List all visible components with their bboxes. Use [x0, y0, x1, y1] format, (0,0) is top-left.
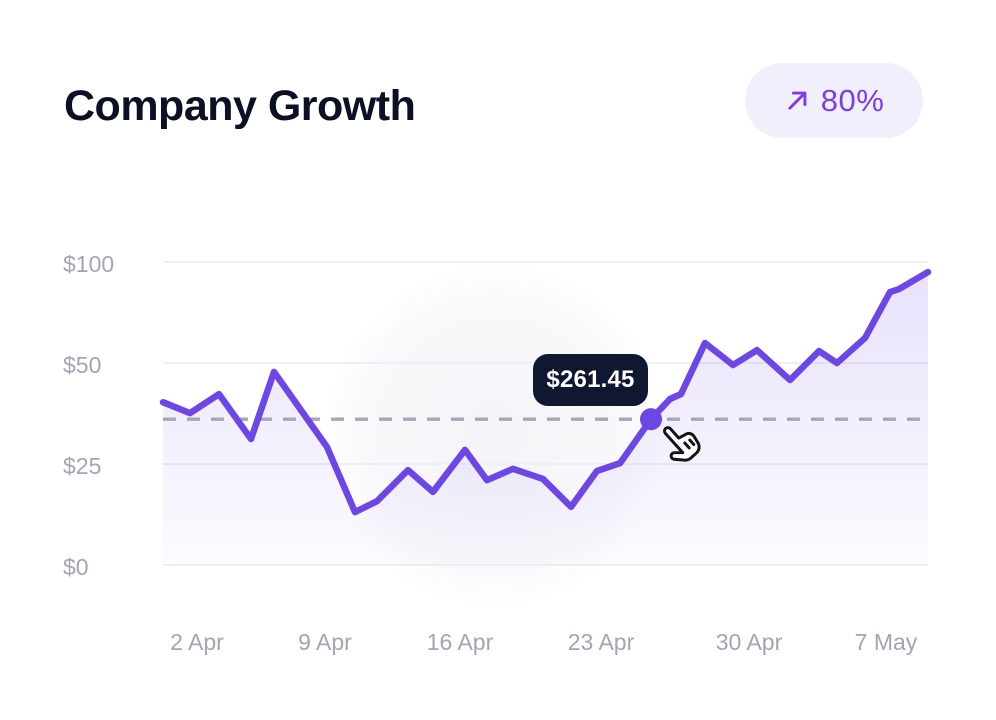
y-axis-label: $25: [63, 453, 102, 479]
x-axis-label: 23 Apr: [567, 629, 635, 655]
area-fill: [163, 272, 928, 565]
growth-badge: 80%: [745, 63, 923, 138]
growth-badge-value: 80%: [820, 82, 885, 118]
page-title: Company Growth: [64, 82, 416, 130]
line-chart-plot[interactable]: [159, 242, 932, 590]
x-axis-label: 2 Apr: [170, 629, 224, 655]
x-axis-label: 9 Apr: [298, 629, 352, 655]
y-axis-label: $100: [63, 251, 115, 277]
x-axis-label: 30 Apr: [715, 629, 783, 655]
x-axis-label: 16 Apr: [426, 629, 494, 655]
y-axis-label: $0: [63, 554, 89, 580]
y-axis-label: $50: [63, 352, 102, 378]
arrow-up-right-icon: [788, 91, 807, 110]
x-axis-label: 7 May: [854, 629, 918, 655]
tooltip: $261.45: [533, 354, 648, 407]
highlighted-data-point[interactable]: [640, 408, 662, 431]
growth-line[interactable]: [159, 268, 932, 516]
